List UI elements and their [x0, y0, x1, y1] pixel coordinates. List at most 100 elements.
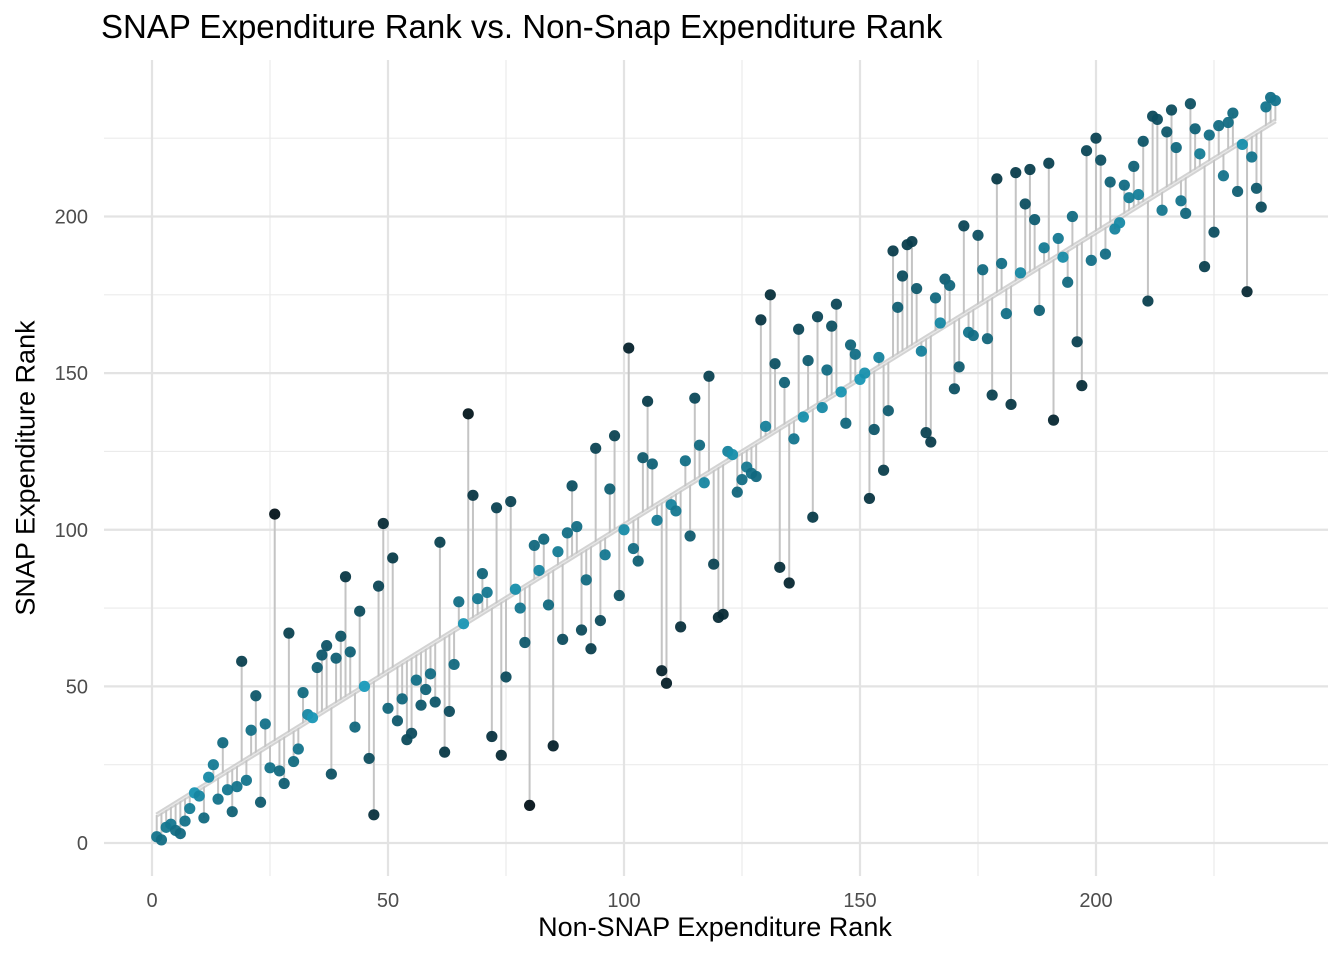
data-point [599, 549, 611, 561]
data-point [859, 367, 871, 379]
data-point [972, 229, 984, 241]
x-tick-label: 200 [1079, 890, 1112, 912]
x-tick-label: 150 [843, 890, 876, 912]
data-point [604, 483, 616, 495]
data-point [325, 768, 337, 780]
data-point [443, 705, 455, 718]
data-point [1184, 98, 1196, 110]
data-point [731, 486, 743, 498]
data-point [236, 655, 248, 667]
x-tick-label: 100 [607, 890, 640, 912]
data-point [415, 699, 427, 711]
data-point [424, 668, 437, 680]
data-point [524, 799, 536, 812]
y-axis-ticks: 0 50 100 150 200 [55, 207, 88, 856]
data-point [453, 596, 465, 608]
data-point [726, 448, 739, 461]
data-point [986, 389, 998, 401]
data-point [915, 345, 927, 357]
data-point [1062, 276, 1074, 288]
data-point [1095, 154, 1107, 166]
data-point [561, 527, 573, 539]
data-point [1052, 232, 1064, 245]
data-point [632, 555, 644, 567]
data-point [462, 408, 474, 420]
data-point [1208, 226, 1220, 238]
data-point [1057, 251, 1069, 263]
data-point [1161, 126, 1173, 138]
data-point [1123, 192, 1135, 204]
data-point [273, 765, 286, 777]
data-point [377, 517, 389, 530]
x-axis-ticks: 0 50 100 150 200 [146, 890, 1112, 912]
data-point [929, 292, 942, 304]
data-point [896, 270, 909, 282]
data-point [826, 320, 838, 332]
data-point [802, 354, 814, 367]
data-point [396, 693, 408, 705]
data-point [764, 289, 776, 301]
data-point [254, 796, 267, 808]
data-point [1260, 101, 1272, 113]
data-point [528, 539, 540, 552]
data-point [1114, 217, 1126, 229]
data-point [788, 433, 800, 445]
data-point [203, 771, 215, 783]
data-point [760, 420, 772, 432]
data-point [155, 834, 168, 846]
data-point [495, 749, 507, 761]
data-point [925, 436, 937, 448]
x-tick-label: 50 [377, 890, 399, 912]
data-point [797, 411, 809, 423]
data-point [618, 524, 630, 536]
data-point [1066, 210, 1078, 223]
data-point [1217, 170, 1230, 182]
data-point [1194, 148, 1206, 160]
data-point [778, 376, 791, 389]
data-point [193, 790, 205, 802]
data-points [151, 91, 1281, 846]
data-point [519, 636, 531, 649]
data-point [623, 342, 635, 354]
data-point [835, 386, 847, 398]
data-point [755, 314, 767, 326]
chart-title: SNAP Expenditure Rank vs. Non-Snap Expen… [101, 8, 943, 45]
data-point [344, 646, 356, 658]
data-point [467, 489, 479, 501]
data-point [953, 361, 965, 373]
data-point [1047, 414, 1060, 426]
data-point [571, 521, 583, 533]
data-point [292, 743, 304, 755]
data-point [811, 311, 824, 323]
data-point [297, 687, 309, 699]
data-point [212, 793, 224, 805]
data-point [245, 724, 257, 736]
data-point [1151, 113, 1163, 125]
data-point [1236, 138, 1248, 151]
data-point [868, 423, 880, 436]
data-point [1213, 120, 1225, 132]
data-point [1128, 160, 1140, 172]
data-point [906, 235, 918, 248]
data-point [958, 220, 970, 232]
data-point [863, 492, 876, 505]
y-tick-label: 100 [55, 520, 88, 542]
data-point [1104, 176, 1116, 188]
data-point [226, 806, 238, 818]
data-point [264, 762, 276, 774]
data-point [1255, 201, 1267, 213]
regression-line-highlight [156, 120, 1276, 816]
data-point [1019, 198, 1031, 210]
data-point [708, 558, 720, 570]
data-point [198, 812, 210, 824]
data-point [509, 583, 522, 595]
data-point [429, 696, 441, 708]
data-point [736, 474, 748, 486]
data-point [750, 470, 762, 483]
data-point [892, 301, 904, 313]
data-point [698, 477, 710, 489]
data-point [566, 480, 578, 492]
data-point [844, 339, 857, 351]
x-axis-label: Non-SNAP Expenditure Rank [538, 912, 892, 942]
data-point [642, 395, 654, 407]
